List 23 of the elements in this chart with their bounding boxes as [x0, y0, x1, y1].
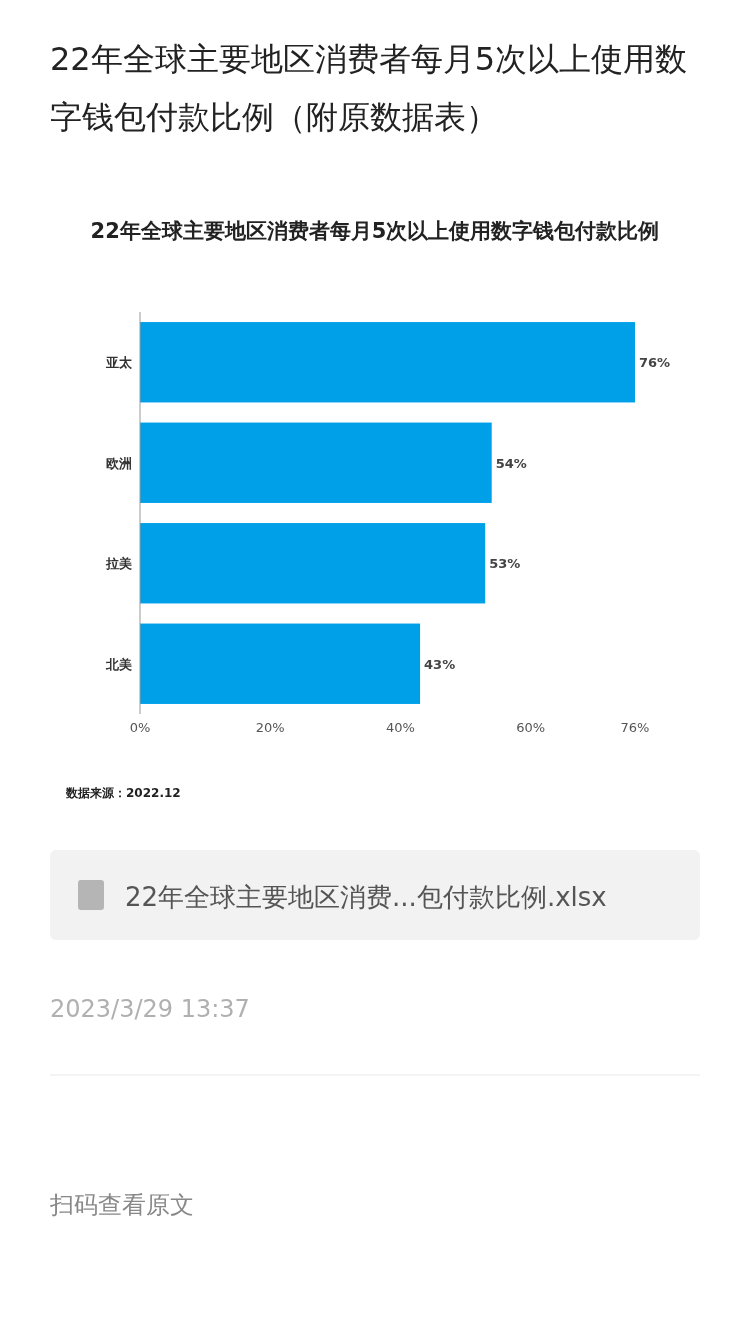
data-label: 43% — [424, 656, 456, 672]
y-tick-label: 欧洲 — [106, 455, 132, 471]
y-tick-label: 拉美 — [105, 556, 132, 572]
bar — [140, 322, 635, 403]
text: 22年全球主要地区消费...包付款比例.xlsx — [125, 882, 607, 912]
text: 扫码查看原文 — [49, 1191, 194, 1219]
x-tick-label: 20% — [255, 720, 285, 735]
data-label: 54% — [495, 455, 527, 471]
y-tick-label: 北美 — [105, 656, 132, 672]
text: 2023/3/29 13:37 — [50, 995, 250, 1023]
x-tick-label: 76% — [620, 720, 650, 735]
chart-title: 22年全球主要地区消费者每月5次以上使用数字钱包付款比例（附原数据表） — [50, 39, 689, 138]
chart-subtitle: 22年全球主要地区消费者每月5次以上使用数字钱包付款比例 — [90, 219, 660, 243]
x-tick-label: 40% — [386, 720, 415, 735]
bar — [140, 623, 421, 704]
data-label: 76% — [639, 355, 671, 371]
x-tick-label: 60% — [516, 720, 546, 735]
bar — [140, 523, 486, 604]
bar — [140, 422, 492, 503]
source-note: 数据来源：2022.12 — [65, 786, 181, 800]
y-tick-label: 亚太 — [105, 355, 133, 371]
x-tick-label: 0% — [129, 720, 151, 735]
data-label: 53% — [489, 556, 521, 572]
